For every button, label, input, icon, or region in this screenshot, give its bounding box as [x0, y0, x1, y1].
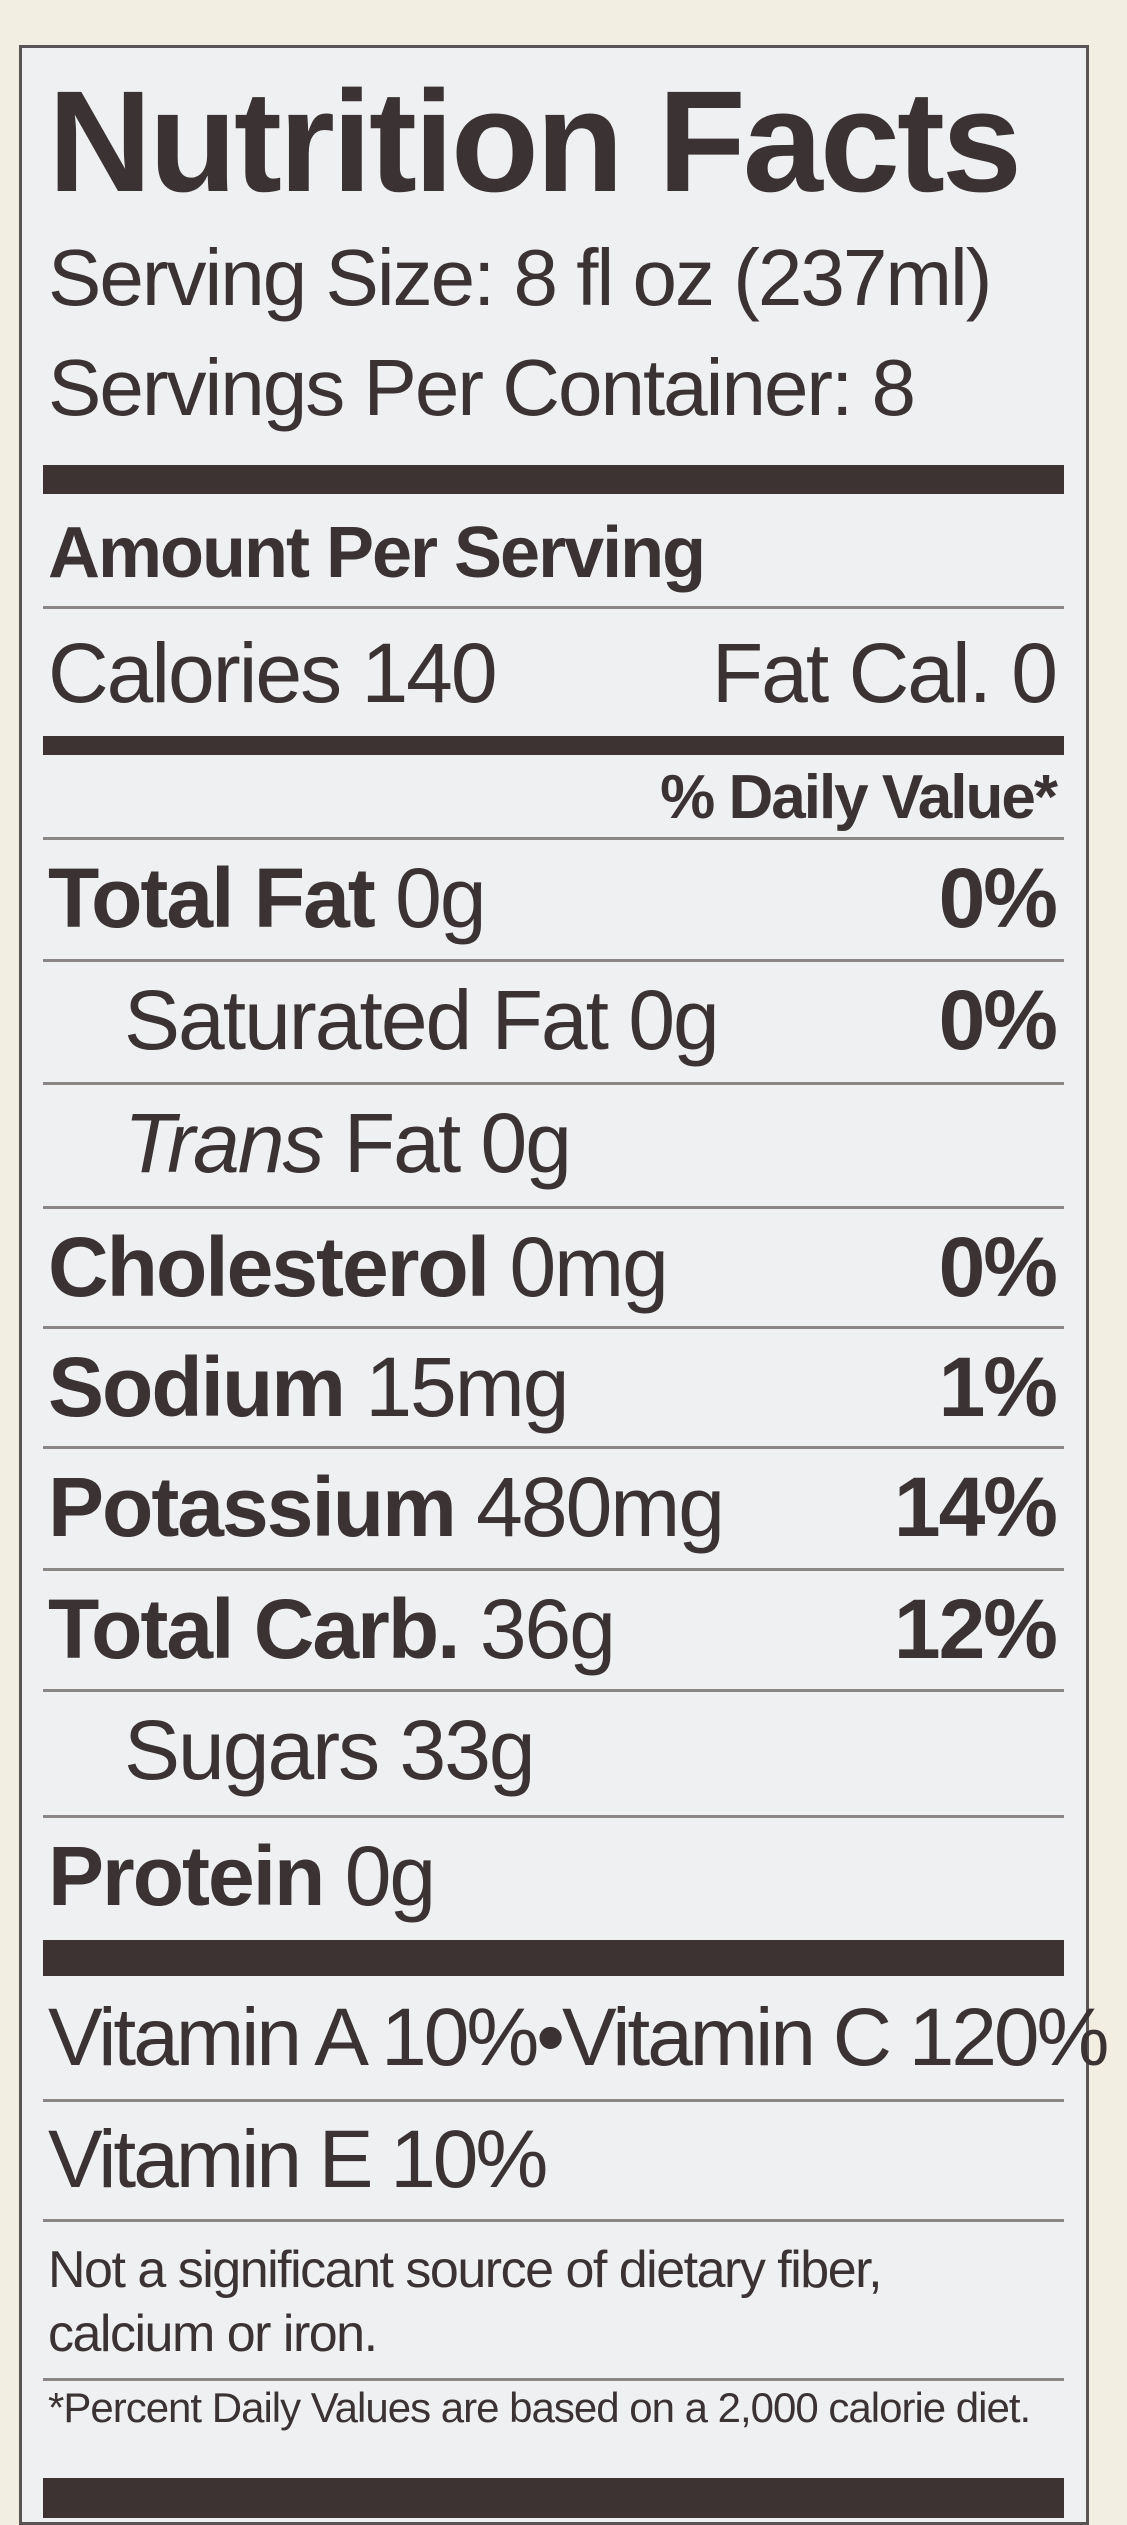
label-title: Nutrition Facts [48, 62, 1056, 222]
nutrient-row: Potassium 480mg 14% [48, 1447, 1058, 1567]
note-line-2: calcium or iron. [48, 2305, 378, 2363]
nutrient-amount: 0mg [509, 1220, 668, 1314]
nutrient-name: Saturated Fat [124, 973, 609, 1067]
fat-calories: Fat Cal. 0 [711, 626, 1058, 720]
thick-divider [43, 1940, 1064, 1976]
nutrient-name: Protein [48, 1829, 325, 1923]
calories-label: Calories [48, 626, 342, 720]
divider [43, 959, 1064, 962]
divider [43, 837, 1064, 840]
nutrient-row: Protein 0g [48, 1816, 1056, 1936]
nutrient-name-amount: Cholesterol 0mg [48, 1207, 669, 1327]
nutrient-name-amount: Potassium 480mg [48, 1447, 725, 1567]
nutrient-row: Cholesterol 0mg 0% [48, 1207, 1058, 1327]
nutrient-amount: 0g [395, 851, 486, 945]
nutrient-row: Total Fat 0g 0% [48, 838, 1058, 958]
note-line-1: Not a significant source of dietary fibe… [48, 2241, 883, 2299]
vitamins-a-c: Vitamin A 10%•Vitamin C 120% [48, 1992, 1109, 2083]
vitamin-e: Vitamin E 10% [48, 2114, 548, 2205]
daily-value-footnote: *Percent Daily Values are based on a 2,0… [48, 2386, 1056, 2430]
serving-size: Serving Size: 8 fl oz (237ml) [48, 228, 1056, 328]
nutrient-name-amount: Sodium 15mg [48, 1327, 569, 1447]
divider [43, 1446, 1064, 1449]
nutrient-amount: 15mg [365, 1340, 569, 1434]
servings-per-container-text: Servings Per Container: 8 [48, 343, 916, 432]
nutrient-name: Total Carb. [48, 1582, 460, 1676]
nutrient-row: Saturated Fat 0g 0% [48, 960, 1058, 1080]
nutrient-daily-value: 0% [938, 973, 1058, 1067]
nutrient-name-amount: Saturated Fat 0g [48, 960, 720, 1080]
nutrient-name: Sodium [48, 1340, 346, 1434]
nutrient-name: Cholesterol [48, 1220, 490, 1314]
nutrient-name: Sugars [124, 1703, 380, 1797]
amount-per-serving: Amount Per Serving [48, 503, 1056, 603]
nutrient-amount: 480mg [476, 1460, 725, 1554]
nutrient-daily-value: 14% [893, 1460, 1058, 1554]
nutrient-name: Potassium [48, 1460, 457, 1554]
divider [43, 1568, 1064, 1571]
divider [43, 1082, 1064, 1085]
nutrient-amount: 33g [399, 1703, 536, 1797]
daily-value-header: % Daily Value* [48, 758, 1058, 838]
nutrient-amount: 36g [479, 1582, 616, 1676]
thick-divider [43, 2478, 1064, 2518]
divider [43, 606, 1064, 609]
nutrient-daily-value: 0% [938, 1220, 1058, 1314]
vitamin-row-2: Vitamin E 10% [48, 2100, 1056, 2220]
serving-size-text: Serving Size: 8 fl oz (237ml) [48, 233, 992, 322]
nutrition-facts-panel: Nutrition Facts Serving Size: 8 fl oz (2… [19, 45, 1109, 2525]
servings-per-container: Servings Per Container: 8 [48, 338, 1056, 438]
nutrient-daily-value: 1% [938, 1340, 1058, 1434]
nutrient-row: Total Carb. 36g 12% [48, 1569, 1058, 1689]
nutrient-name: Fat [343, 1096, 461, 1190]
divider [43, 2219, 1064, 2222]
title-text: Nutrition Facts [48, 61, 1022, 222]
divider [43, 2099, 1064, 2102]
divider [43, 2378, 1064, 2381]
nutrient-name-amount: Trans Fat 0g [48, 1083, 572, 1203]
nutrient-name-amount: Sugars 33g [48, 1690, 536, 1810]
nutrient-name-italic: Trans [124, 1096, 324, 1190]
nutrient-name-amount: Protein 0g [48, 1816, 436, 1936]
nutrient-amount: 0g [480, 1096, 572, 1190]
nutrient-row: Trans Fat 0g [48, 1083, 1056, 1203]
divider [43, 1689, 1064, 1692]
nutrient-name: Total Fat [48, 851, 376, 945]
calories: Calories 140 [48, 613, 498, 733]
nutrient-amount: 0g [344, 1829, 436, 1923]
thick-divider [43, 465, 1064, 494]
vitamin-row-1: Vitamin A 10%•Vitamin C 120% [48, 1978, 1109, 2098]
divider [43, 1815, 1064, 1818]
divider [43, 1326, 1064, 1329]
nutrient-daily-value: 0% [938, 851, 1058, 945]
nutrient-name-amount: Total Carb. 36g [48, 1569, 616, 1689]
medium-divider [43, 736, 1064, 755]
daily-value-header-text: % Daily Value* [660, 763, 1058, 832]
nutrient-amount: 0g [628, 973, 719, 1067]
divider [43, 1206, 1064, 1209]
footnote-text: *Percent Daily Values are based on a 2,0… [48, 2384, 1031, 2431]
calories-value: 140 [361, 626, 497, 720]
nutrient-row: Sodium 15mg 1% [48, 1327, 1058, 1447]
not-significant-note: Not a significant source of dietary fibe… [48, 2238, 1056, 2366]
nutrient-name-amount: Total Fat 0g [48, 838, 487, 958]
nutrient-row: Sugars 33g [48, 1690, 1056, 1810]
nutrient-daily-value: 12% [893, 1582, 1058, 1676]
calories-row: Calories 140 Fat Cal. 0 [48, 613, 1058, 733]
amount-per-serving-text: Amount Per Serving [48, 513, 706, 593]
